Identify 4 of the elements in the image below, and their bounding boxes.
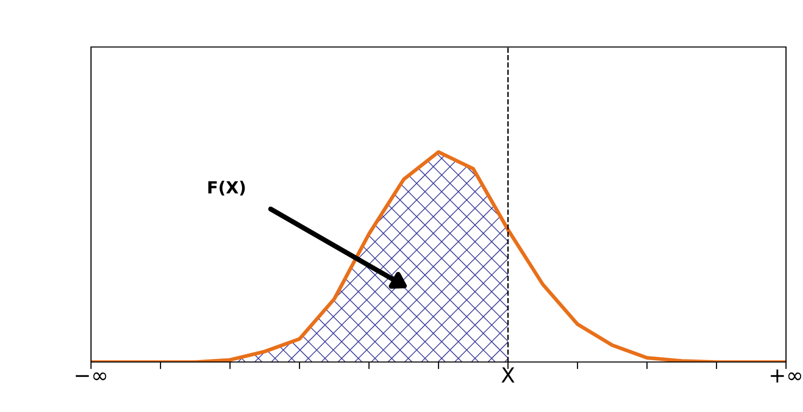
x-tick-label: +∞ bbox=[770, 369, 802, 383]
x-tick-label: X bbox=[501, 367, 514, 383]
x-tick-label: −∞ bbox=[76, 372, 106, 380]
annotation: F(X) bbox=[208, 180, 245, 196]
